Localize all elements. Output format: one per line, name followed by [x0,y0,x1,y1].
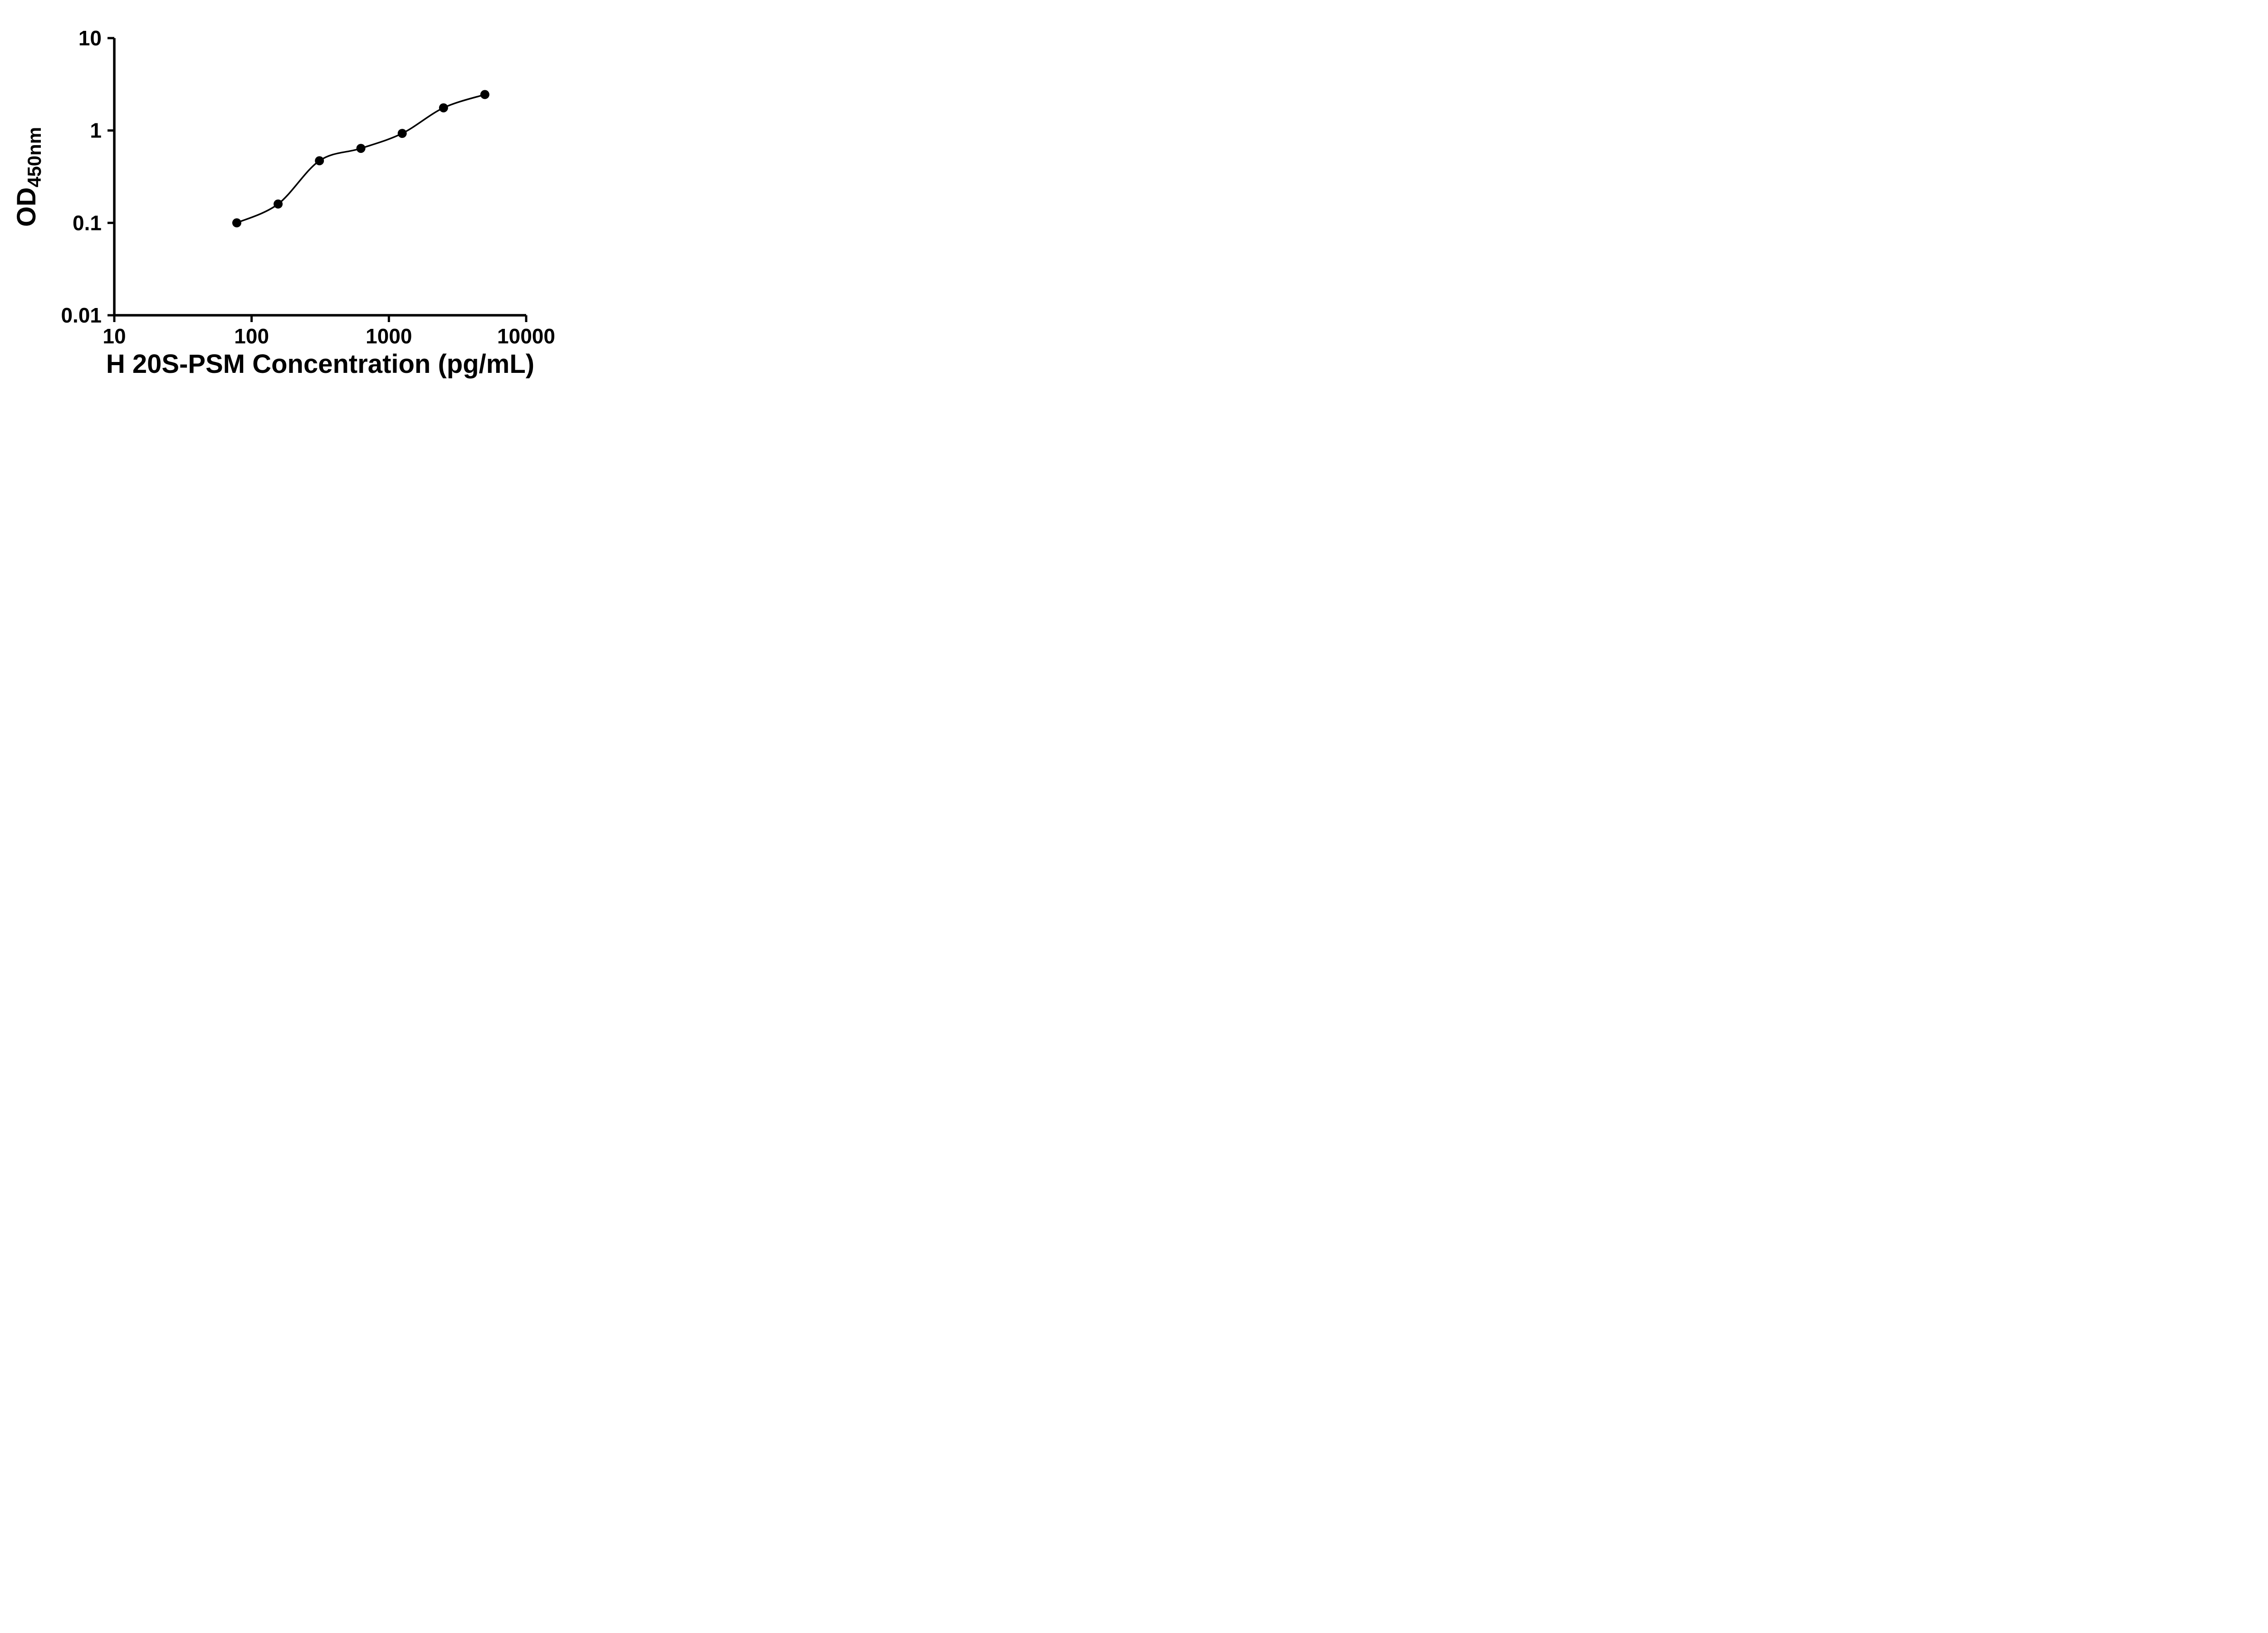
y-axis-tick-label: 10 [78,26,102,50]
data-point [356,144,366,153]
x-axis-tick-label: 10 [103,324,126,348]
y-axis-title-subscript: 450nm [24,127,45,187]
y-axis-tick-label: 0.1 [73,211,102,235]
axes-lines [113,38,526,317]
plot-area: 10 100 1000 10000 0.01 0.1 1 10 [61,26,555,348]
data-point [397,129,407,138]
elisa-standard-curve-page: 10 100 1000 10000 0.01 0.1 1 10 H 20S-PSM Conce… [0,0,583,408]
data-point [315,156,324,166]
y-axis-title-main: OD [12,187,41,227]
data-point [439,103,448,112]
x-axis-tick-label: 100 [234,324,269,348]
data-point [232,218,241,228]
data-point [274,199,283,209]
y-axis-tick-label: 0.01 [61,303,102,327]
y-axis-tick-label: 1 [90,119,102,142]
x-axis-tick-label: 10000 [497,324,555,348]
y-axis-title: OD450nm [12,127,45,227]
x-axis-title: H 20S-PSM Concentration (pg/mL) [106,349,534,379]
standard-curve-chart: 10 100 1000 10000 0.01 0.1 1 10 H 20S-PSM Conce… [12,26,555,379]
data-point [480,90,489,99]
x-axis-tick-label: 1000 [366,324,412,348]
